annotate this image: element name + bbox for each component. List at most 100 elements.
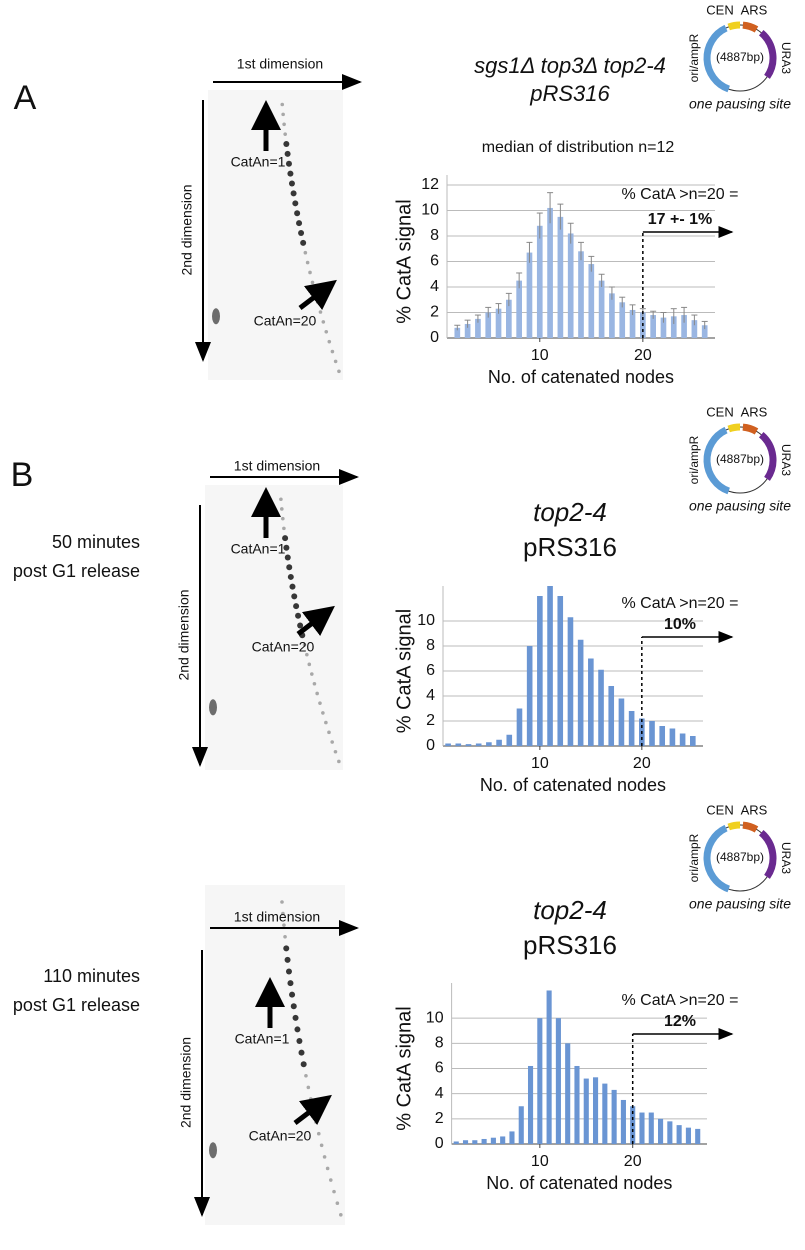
marker-label: CatAn=1 (231, 541, 286, 557)
bar (701, 325, 708, 338)
gel-spot (337, 759, 341, 764)
gel-spot (290, 190, 297, 197)
bar (695, 1128, 701, 1144)
marker-arrow (298, 279, 337, 311)
bar (555, 1018, 561, 1144)
gel-spot (298, 1049, 305, 1056)
gel-spot (285, 160, 292, 167)
gel-spot (327, 339, 332, 344)
gel-spot (287, 170, 294, 177)
gel-spot (282, 526, 286, 531)
gel-spot (328, 1178, 333, 1182)
gel-spot (281, 516, 285, 521)
y-tick-label: 8 (430, 227, 439, 244)
bar (628, 711, 635, 746)
gel-spot (283, 934, 287, 939)
plasmid-note: one pausing site (689, 896, 791, 912)
gel-x-label: 1st dimension (237, 56, 323, 72)
bar (537, 596, 543, 746)
y-axis-label: % CatA signal (393, 1006, 415, 1131)
y-tick-label: 4 (426, 687, 435, 704)
bar (454, 327, 461, 338)
plasmid-ars (742, 423, 759, 435)
bar (583, 1078, 589, 1144)
gel-spot (318, 701, 322, 705)
bar (588, 658, 594, 746)
annotation: % CatA >n=20 = (622, 992, 739, 1009)
bar (681, 315, 687, 338)
plasmid-label: CEN (706, 2, 733, 17)
y-tick-label: 10 (426, 1009, 444, 1026)
bar (608, 686, 615, 746)
bar (462, 1140, 469, 1144)
bar (691, 320, 698, 338)
bar (527, 1065, 534, 1144)
gel-y-label: 2nd dimension (176, 589, 192, 680)
bar (567, 617, 574, 746)
bar (526, 646, 533, 746)
chart-subtitle: median of distribution n=12 (482, 139, 675, 156)
plasmid-label: ori/ampR (687, 33, 701, 82)
plasmid-note: one pausing site (689, 96, 791, 112)
bar (500, 1136, 506, 1144)
gel-spot (280, 102, 285, 107)
bar (526, 252, 533, 338)
x-tick-label: 20 (624, 1153, 642, 1170)
plasmid-ori (703, 426, 731, 495)
gel-spot (289, 991, 296, 998)
plasmid-label: ARS (741, 404, 768, 419)
gel-spot (279, 497, 283, 502)
gel-image (205, 885, 345, 1225)
bar (475, 743, 482, 746)
gel-spot (318, 310, 323, 314)
plasmid-ars (742, 21, 759, 33)
plasmid-label: CEN (706, 404, 733, 419)
gel-spot (333, 359, 338, 364)
gel-spot (315, 300, 320, 304)
plasmid-ura (758, 30, 777, 79)
y-tick-label: 6 (430, 253, 439, 270)
x-tick-label: 10 (531, 1153, 549, 1170)
plasmid-cen (727, 423, 741, 433)
gel-spot (280, 900, 284, 904)
gel-spot (314, 1120, 318, 1124)
gel-spot (303, 250, 308, 255)
bar (669, 728, 676, 746)
y-tick-label: 12 (421, 176, 439, 193)
y-tick-label: 8 (426, 637, 435, 654)
bar (619, 302, 626, 338)
plasmid-ori (703, 24, 731, 93)
bar (465, 744, 472, 746)
gel-spot (308, 270, 312, 275)
bar (609, 293, 615, 338)
gel-spot (287, 980, 294, 987)
marker-label: CatAn=1 (235, 1031, 290, 1047)
bar (679, 733, 686, 746)
bar (475, 318, 481, 338)
y-tick-label: 0 (426, 737, 435, 754)
gel-spot (295, 612, 302, 619)
plasmid-ars (742, 821, 759, 833)
gel-spot (297, 622, 304, 629)
gel-smear (212, 308, 220, 325)
gel-spot (298, 229, 305, 236)
y-tick-label: 4 (435, 1085, 444, 1102)
strain-label: sgs1Δ top3Δ top2-4 (474, 53, 666, 78)
plasmid-ori (703, 824, 731, 893)
gel-spot (310, 280, 315, 285)
plasmid-label: ARS (741, 2, 768, 17)
time-label: post G1 release (13, 561, 140, 581)
bar (547, 207, 553, 338)
bar (464, 323, 471, 338)
plasmid-label: URA3 (779, 42, 793, 74)
bar (639, 1112, 645, 1144)
plasmid-label: ori/ampR (687, 435, 701, 484)
gel-spot (280, 507, 284, 511)
gel-spot (322, 1155, 327, 1159)
gel-spot (310, 672, 314, 676)
bar (516, 708, 523, 746)
gel-image (205, 485, 343, 770)
bar (481, 1138, 487, 1144)
bar (667, 1121, 673, 1144)
panel-label: B (11, 456, 34, 494)
